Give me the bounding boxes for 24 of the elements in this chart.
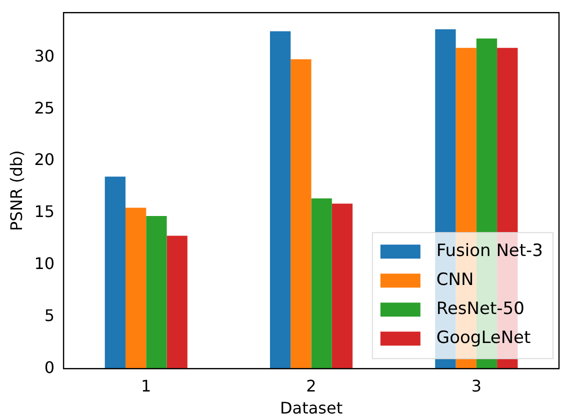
bar xyxy=(104,176,126,369)
y-tick-label: 0 xyxy=(44,358,55,377)
x-tick-label: 2 xyxy=(306,376,316,396)
x-tick-label: 1 xyxy=(141,376,152,396)
y-tick-label: 5 xyxy=(44,306,55,325)
bar xyxy=(270,31,291,369)
y-tick-label: 20 xyxy=(34,150,55,170)
legend-label: GoogLeNet xyxy=(436,328,531,348)
y-tick-label: 10 xyxy=(34,254,55,273)
x-tick-label: 3 xyxy=(471,376,482,396)
bar xyxy=(166,236,188,369)
y-tick-label: 25 xyxy=(34,98,55,118)
legend-label: CNN xyxy=(436,270,474,290)
bar xyxy=(332,204,353,369)
y-tick-label: 15 xyxy=(34,202,55,222)
bar xyxy=(146,216,167,369)
y-axis-title: PSNR (db) xyxy=(6,150,26,231)
bar xyxy=(311,198,332,369)
legend-label: ResNet-50 xyxy=(436,299,524,320)
legend-label: Fusion Net-3 xyxy=(436,241,544,262)
x-axis-title: Dataset xyxy=(280,398,343,418)
bar xyxy=(290,59,312,369)
bar xyxy=(125,208,146,369)
y-tick-label: 30 xyxy=(34,46,55,66)
